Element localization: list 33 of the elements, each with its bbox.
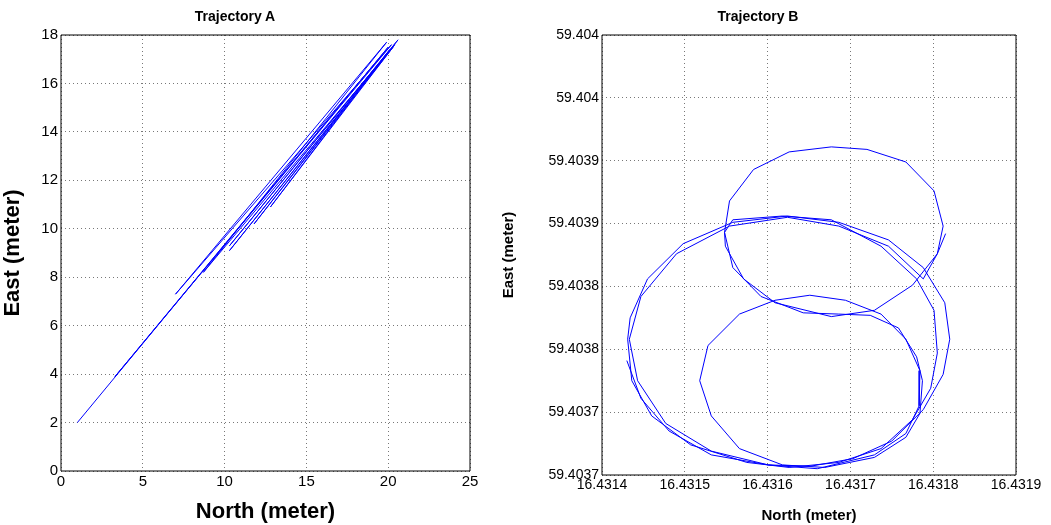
y-tick-label: 59.404 xyxy=(556,88,600,105)
x-axis-title: North (meter) xyxy=(195,497,336,523)
y-tick-label: 8 xyxy=(49,267,58,285)
y-tick-label: 4 xyxy=(49,364,58,382)
y-tick-label: 16 xyxy=(41,73,58,91)
y-tick-label: 59.404 xyxy=(556,25,600,42)
x-tick-label: 10 xyxy=(216,472,233,490)
chart-title: Trajectory B xyxy=(717,8,799,25)
y-tick-label: 59.4038 xyxy=(548,277,600,294)
y-tick-label: 59.4037 xyxy=(548,403,600,419)
y-tick-label: 0 xyxy=(49,461,58,479)
x-tick-label: 16.4319 xyxy=(990,476,1042,493)
x-tick-label: 16.4317 xyxy=(825,476,876,493)
x-tick-label: 16.4318 xyxy=(907,476,959,493)
x-axis-title: North (meter) xyxy=(761,506,857,524)
y-tick-label: 10 xyxy=(41,218,58,236)
chart-title: Trajectory A xyxy=(194,8,276,25)
y-axis-title: East (meter) xyxy=(0,189,25,317)
y-tick-label: 18 xyxy=(41,25,58,43)
y-tick-label: 14 xyxy=(41,122,58,140)
x-tick-label: 16.4316 xyxy=(742,476,794,493)
x-tick-label: 25 xyxy=(461,472,479,490)
y-tick-label: 12 xyxy=(41,170,58,188)
x-tick-label: 5 xyxy=(138,472,147,490)
y-tick-label: 2 xyxy=(49,412,58,430)
y-tick-label: 59.4039 xyxy=(548,151,600,168)
y-tick-label: 6 xyxy=(49,315,58,333)
y-tick-label: 59.4038 xyxy=(548,340,600,357)
x-tick-label: 15 xyxy=(298,472,315,490)
x-tick-label: 20 xyxy=(379,472,397,490)
x-tick-label: 16.4315 xyxy=(659,476,711,493)
y-axis-title: East (meter) xyxy=(499,211,517,299)
y-tick-label: 59.4039 xyxy=(548,214,600,231)
